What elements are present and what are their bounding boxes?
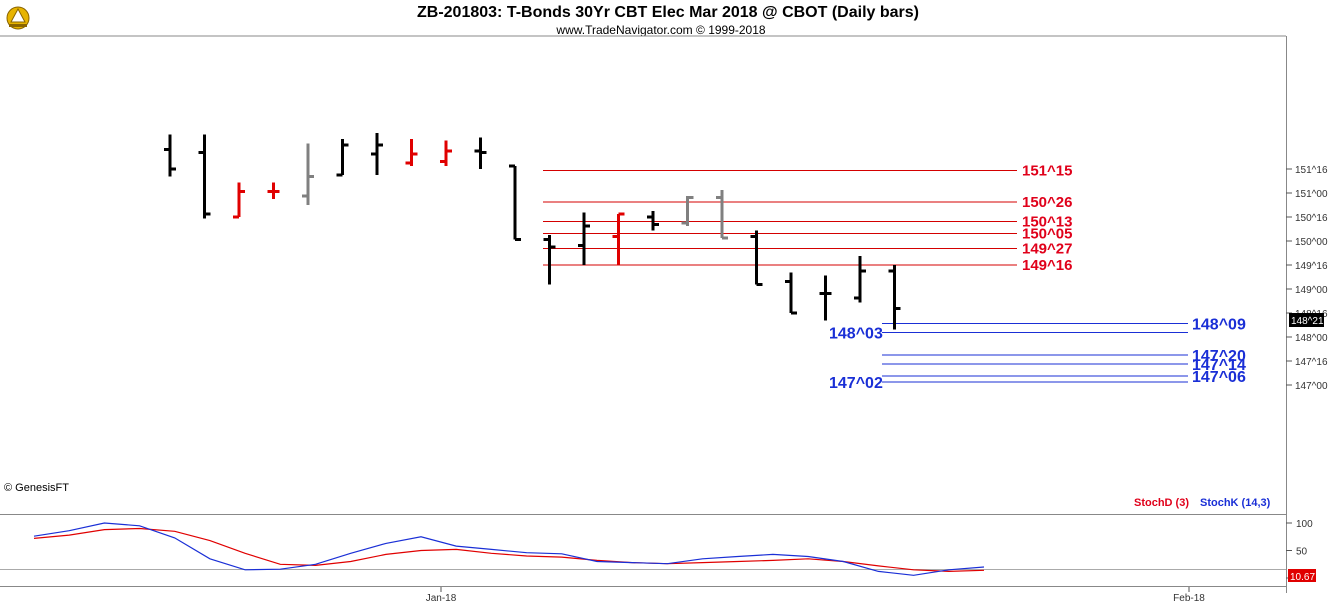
stoch-last-value: 10.67 [1290,572,1315,583]
ohlc-bar [405,139,418,166]
ohlc-bar [647,211,659,231]
price-tick-label: 147^16 [1295,357,1328,368]
support-level-label: 147^20 [1192,348,1246,365]
support-level-label: 147^06 [1192,369,1246,386]
stochd-legend: StochD (3) [1134,497,1189,509]
stoch-tick-label: 50 [1296,547,1308,558]
date-label-feb: Feb-18 [1173,593,1205,604]
last-price-label: 148^21 [1291,316,1324,327]
support-level-label: 147^14 [1192,357,1246,374]
price-tick-label: 149^00 [1295,285,1328,296]
stochk-legend: StochK (14,3) [1200,497,1271,509]
date-label-jan: Jan-18 [426,593,457,604]
stoch-tick-label: 100 [1296,519,1313,530]
ohlc-bar [612,212,625,265]
ohlc-bar [716,190,728,240]
price-tick-label: 148^00 [1295,333,1328,344]
price-tick-label: 151^00 [1295,189,1328,200]
stochk-line [33,522,985,576]
price-tick-label: 151^16 [1295,165,1328,176]
price-axis: 147^00147^16148^00148^16149^00149^16150^… [1286,165,1328,392]
resistance-level-label: 150^05 [1022,226,1072,243]
price-tick-label: 147^00 [1295,381,1328,392]
resistance-level-label: 149^16 [1022,257,1072,274]
ohlc-bar [336,139,349,177]
ohlc-bar [198,134,211,219]
price-tick-label: 149^16 [1295,261,1328,272]
last-price-tag [1289,313,1324,327]
support-level-label: 148^09 [1192,317,1246,334]
price-tick-label: 150^00 [1295,237,1328,248]
ohlc-bar [440,140,452,166]
support-level-label: 148^03 [829,326,883,343]
ohlc-bar [854,256,866,303]
ohlc-bar [888,265,901,330]
stochastic-pane: 050100 [33,519,1313,585]
ohlc-bar [371,133,383,175]
ohlc-bar [233,182,245,219]
stochd-line [33,527,985,573]
resistance-level-label: 150^13 [1022,214,1072,231]
ohlc-bar [750,230,763,286]
ohlc-bar [509,164,521,241]
price-tick-label: 150^16 [1295,213,1328,224]
resistance-level-label: 151^15 [1022,163,1072,180]
navigator-logo-icon [6,6,30,30]
ohlc-bar [819,275,832,321]
resistance-level-label: 149^27 [1022,241,1072,258]
ohlc-bar [302,143,314,205]
ohlc-bar [785,272,797,315]
ohlc-bar [164,134,176,177]
ohlc-bar [578,212,590,265]
ohlc-bar [474,137,487,169]
stoch-last-tag [1288,569,1316,582]
chart-subtitle: www.TradeNavigator.com © 1999-2018 [555,23,765,37]
resistance-level-label: 150^26 [1022,194,1072,211]
genesis-watermark: © GenesisFT [4,482,69,494]
ohlc-bar [267,182,280,199]
ohlc-bar [543,235,556,285]
support-level-label: 147^02 [829,375,883,392]
ohlc-bars [164,133,901,330]
chart-title: ZB-201803: T-Bonds 30Yr CBT Elec Mar 201… [417,4,919,21]
ohlc-bar [681,196,694,226]
